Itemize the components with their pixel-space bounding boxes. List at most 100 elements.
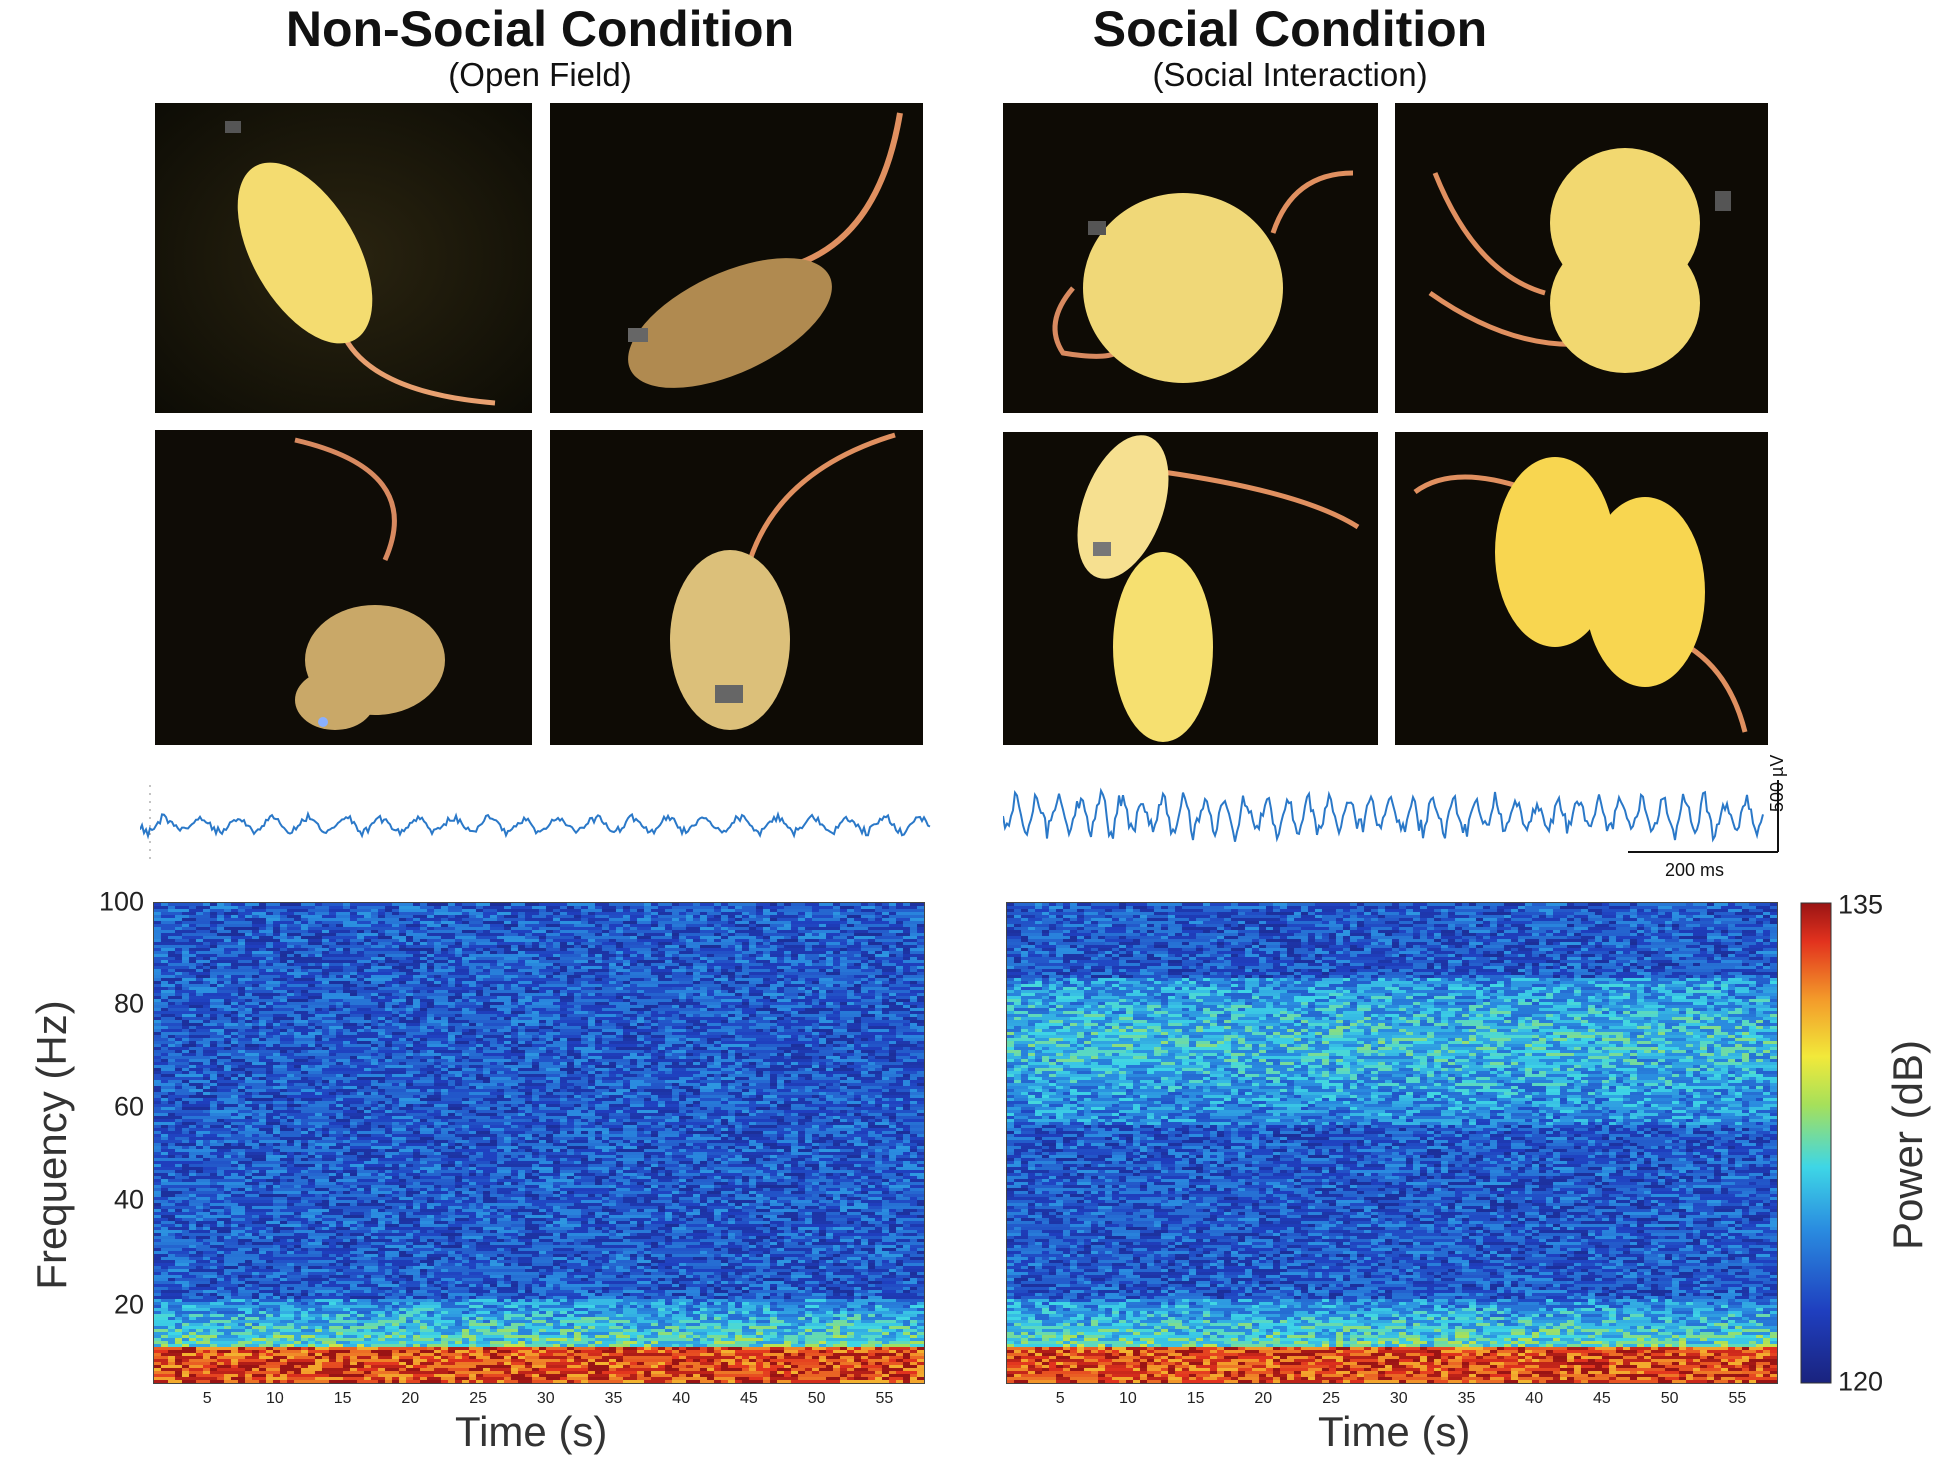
spectrogram-cell bbox=[357, 1110, 365, 1114]
spectrogram-cell bbox=[287, 1032, 295, 1036]
spectrogram-cell bbox=[679, 1125, 687, 1129]
spectrogram-cell bbox=[805, 1146, 813, 1150]
spectrogram-cell bbox=[868, 1038, 876, 1042]
spectrogram-cell bbox=[189, 1071, 197, 1075]
spectrogram-cell bbox=[588, 1032, 603, 1036]
spectrogram-cell bbox=[287, 948, 309, 952]
spectrogram-cell bbox=[721, 1080, 736, 1084]
spectrogram-cell bbox=[455, 960, 463, 964]
spectrogram-cell bbox=[350, 915, 365, 919]
spectrogram-cell bbox=[882, 1077, 890, 1081]
spectrogram-cell bbox=[280, 1128, 295, 1132]
spectrogram-cell bbox=[896, 1041, 911, 1045]
spectrogram-cell bbox=[651, 1122, 659, 1126]
spectrogram-cell bbox=[203, 942, 211, 946]
spectrogram-cell bbox=[854, 975, 869, 979]
spectrogram-cell bbox=[539, 939, 547, 943]
spectrogram-cell bbox=[280, 1020, 295, 1024]
spectrogram-cell bbox=[259, 1140, 288, 1144]
spectrogram-cell bbox=[700, 1020, 708, 1024]
spectrogram-cell bbox=[231, 1035, 239, 1039]
spectrogram-cell bbox=[784, 981, 792, 985]
spectrogram-cell bbox=[434, 1122, 449, 1126]
spectrogram-cell bbox=[812, 948, 841, 952]
spectrogram-cell bbox=[455, 1017, 491, 1021]
spectrogram-cell bbox=[609, 951, 617, 955]
spectrogram-cell bbox=[700, 960, 708, 964]
spectrogram-cell bbox=[784, 1026, 792, 1030]
spectrogram-cell bbox=[266, 1122, 281, 1126]
spectrogram-cell bbox=[721, 981, 736, 985]
spectrogram-cell bbox=[700, 1146, 708, 1150]
spectrogram-cell bbox=[546, 1080, 554, 1084]
spectrogram-cell bbox=[154, 1047, 162, 1051]
spectrogram-cell bbox=[217, 1107, 225, 1111]
spectrogram-cell bbox=[686, 915, 694, 919]
spectrogram-cell bbox=[406, 1014, 428, 1018]
spectrogram-cell bbox=[490, 1137, 498, 1141]
spectrogram-cell bbox=[483, 918, 498, 922]
spectrogram-cell bbox=[903, 978, 924, 982]
spectrogram-cell bbox=[371, 909, 379, 913]
spectrogram-cell bbox=[168, 1095, 190, 1099]
spectrogram-cell bbox=[350, 1107, 358, 1111]
spectrogram-cell bbox=[749, 1068, 757, 1072]
spectrogram-cell bbox=[301, 1140, 309, 1144]
spectrogram-cell bbox=[560, 1029, 589, 1033]
spectrogram-cell bbox=[154, 927, 162, 931]
spectrogram-cell bbox=[602, 1149, 610, 1153]
spectrogram-cell bbox=[882, 963, 897, 967]
spectrogram-cell bbox=[364, 1026, 372, 1030]
spectrogram-cell bbox=[385, 1029, 421, 1033]
spectrogram-cell bbox=[308, 999, 316, 1003]
spectrogram-cell bbox=[203, 1092, 211, 1096]
spectrogram-cell bbox=[798, 1089, 806, 1093]
spectrogram-cell bbox=[896, 1056, 911, 1060]
spectrogram-cell bbox=[504, 1149, 512, 1153]
spectrogram-cell bbox=[364, 1017, 372, 1021]
spectrogram-cell bbox=[511, 1143, 519, 1147]
spectrogram-cell bbox=[602, 948, 617, 952]
spectrogram-cell bbox=[294, 918, 302, 922]
spectrogram-cell bbox=[637, 1086, 666, 1090]
spectrogram-cell bbox=[161, 1143, 169, 1147]
spectrogram-cell bbox=[476, 1050, 484, 1054]
spectrogram-cell bbox=[672, 1146, 694, 1150]
spectrogram-cell bbox=[406, 1128, 414, 1132]
spectrogram-cell bbox=[896, 1116, 924, 1120]
spectrogram-cell bbox=[798, 1062, 813, 1066]
spectrogram-cell bbox=[637, 1026, 652, 1030]
spectrogram-cell bbox=[427, 1032, 449, 1036]
spectrogram-cell bbox=[567, 1086, 575, 1090]
spectrogram-cell bbox=[308, 1005, 330, 1009]
spectrogram-cell bbox=[595, 1095, 603, 1099]
spectrogram-cell bbox=[756, 984, 771, 988]
spectrogram-cell bbox=[224, 1122, 232, 1126]
spectrogram-cell bbox=[427, 1002, 435, 1006]
spectrogram-cell bbox=[903, 1017, 918, 1021]
spectrogram-cell bbox=[392, 1074, 414, 1078]
spectrogram-cell bbox=[259, 927, 267, 931]
spectrogram-cell bbox=[721, 1122, 729, 1126]
spectrogram-cell bbox=[686, 936, 701, 940]
spectrogram-cell bbox=[182, 1122, 197, 1126]
spectrogram-cell bbox=[763, 963, 792, 967]
spectrogram-cell bbox=[742, 993, 750, 997]
spectrogram-cell bbox=[511, 927, 533, 931]
spectrogram-cell bbox=[238, 1002, 246, 1006]
spectrogram-cell bbox=[791, 1035, 799, 1039]
spectrogram-cell bbox=[539, 1035, 554, 1039]
spectrogram-cell bbox=[182, 987, 190, 991]
spectrogram-cell bbox=[602, 1047, 610, 1051]
spectrogram-cell bbox=[329, 1080, 337, 1084]
spectrogram-cell bbox=[518, 1062, 533, 1066]
spectrogram-cell bbox=[413, 930, 428, 934]
spectrogram-cell bbox=[707, 1020, 722, 1024]
spectrogram-cell bbox=[861, 1038, 869, 1042]
spectrogram-cell bbox=[154, 1074, 162, 1078]
spectrogram-cell bbox=[812, 1032, 820, 1036]
spectrogram-cell bbox=[651, 948, 659, 952]
spectrogram-cell bbox=[280, 960, 288, 964]
spectrogram-cell bbox=[553, 1143, 568, 1147]
spectrogram-cell bbox=[273, 924, 281, 928]
